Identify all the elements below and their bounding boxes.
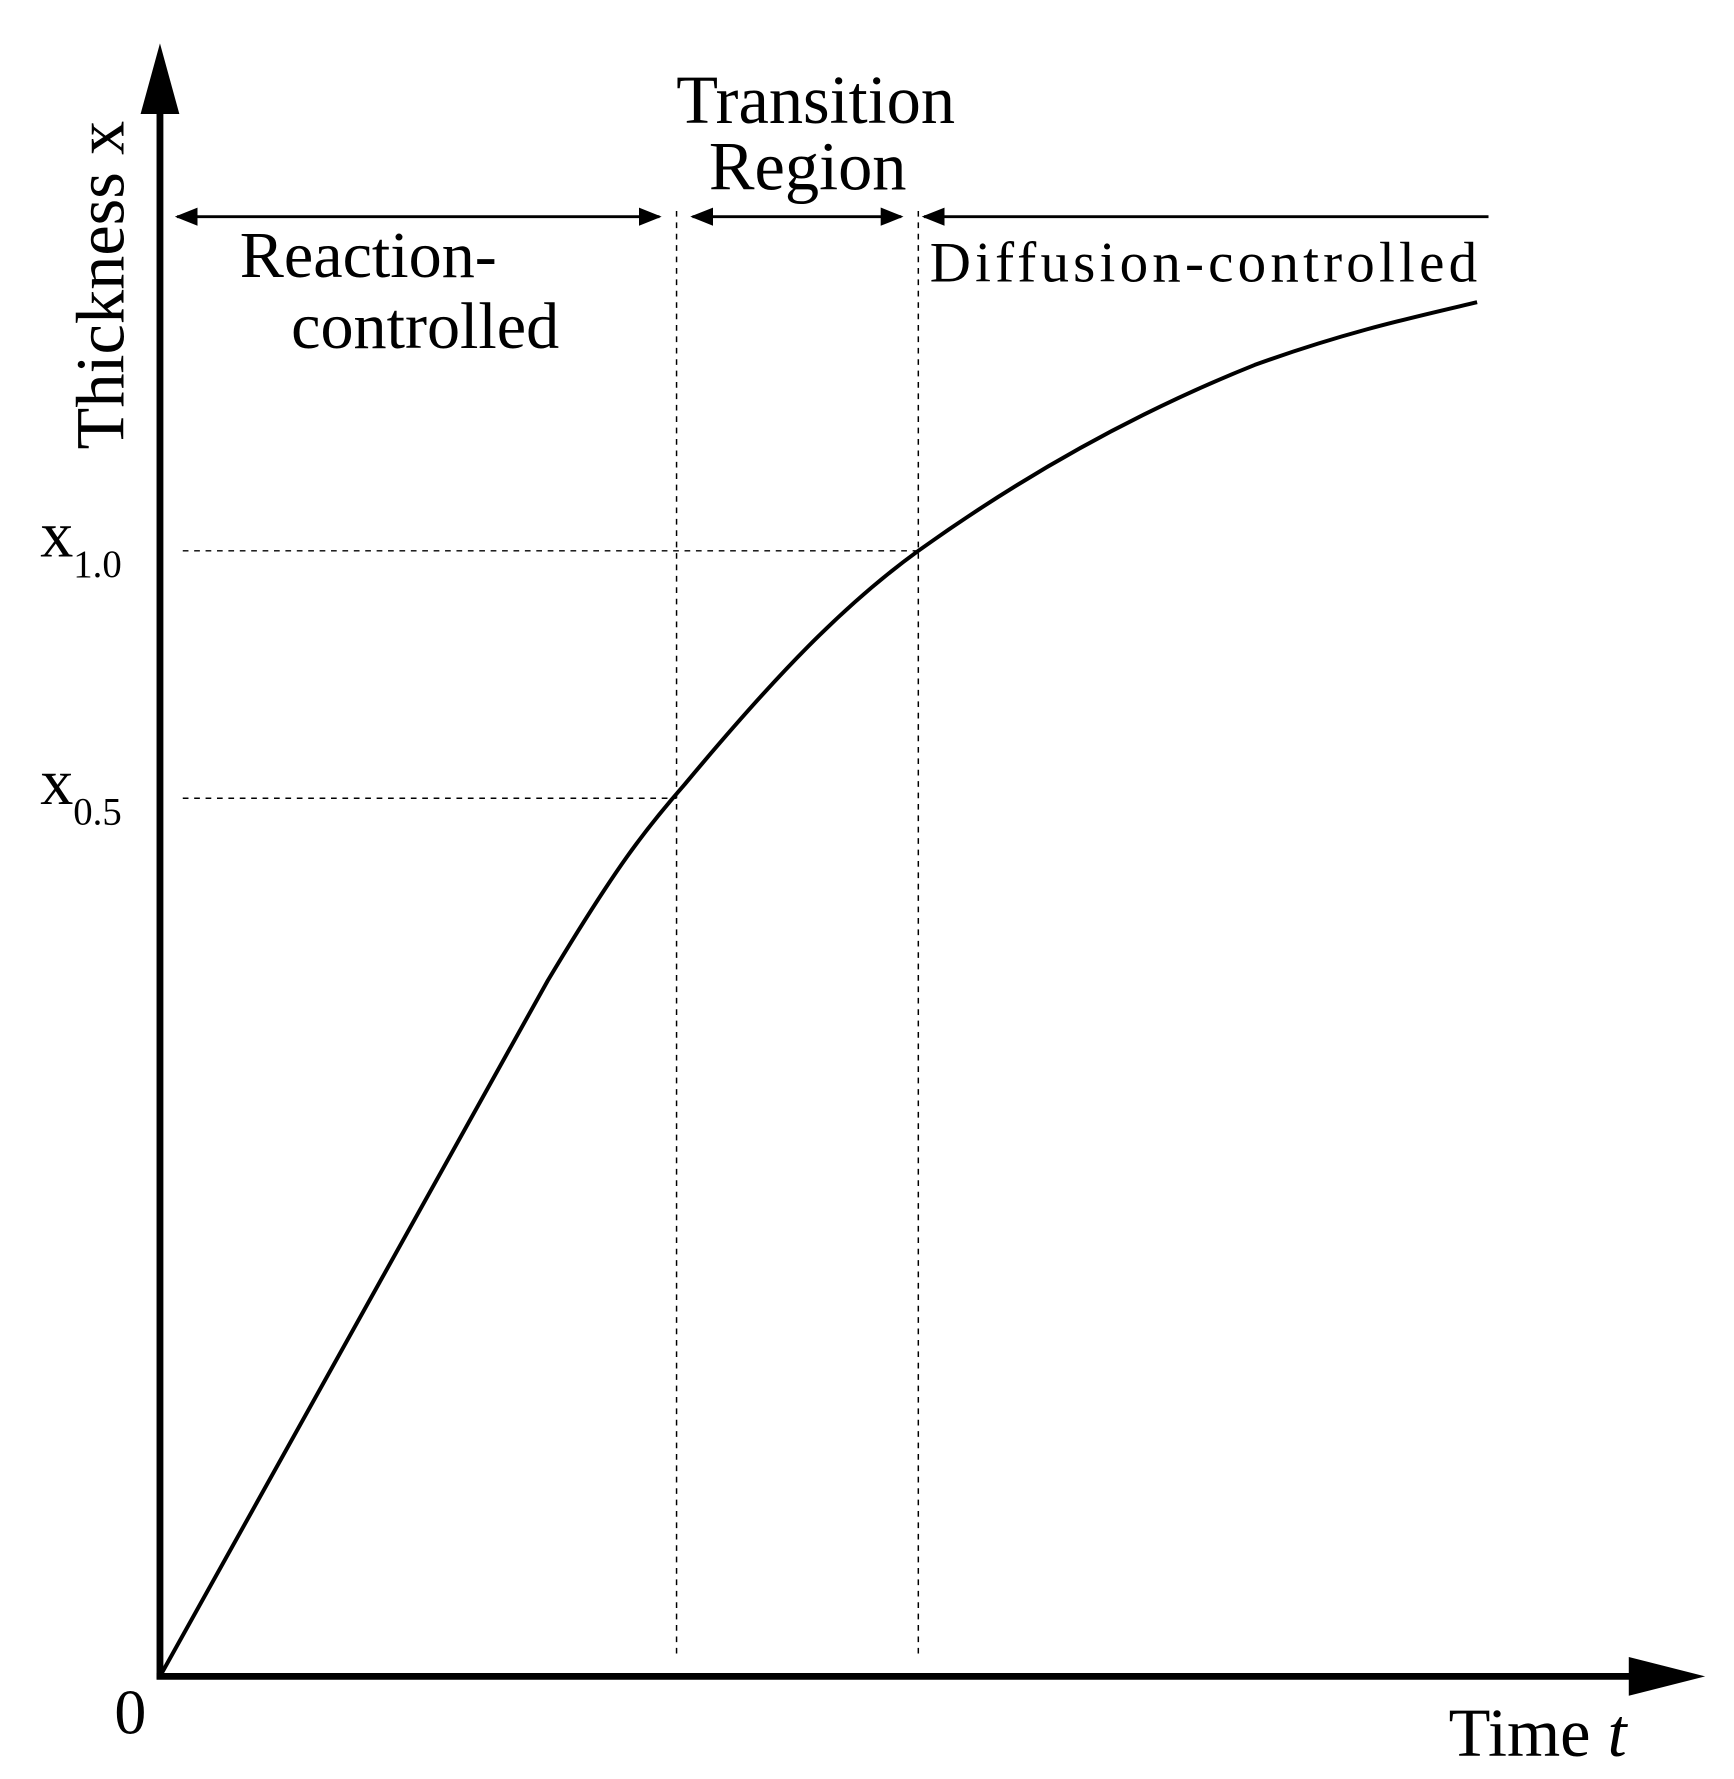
region-label: controlled [291,290,559,363]
mark-symbol: x [40,499,73,572]
x-axis-arrow [1628,1656,1706,1696]
growth-curve [158,300,1478,1678]
mark-subscript: 1.0 [73,543,121,586]
region-label: Transition [676,62,955,138]
mark-label: x1.0 [40,499,122,587]
y-axis-arrow [140,43,180,115]
region-label: Region [709,128,907,204]
mark-label: x0.5 [40,746,122,834]
mark-subscript: 0.5 [73,790,121,833]
y-axis-label: Thickness x [62,121,138,450]
axis-label-variable: x [62,121,138,155]
x-axis-label: Time t [1449,1695,1629,1771]
region-label: Diffusion-controlled [930,232,1477,295]
origin-label: 0 [114,1676,146,1747]
axis-label-variable: t [1608,1695,1629,1771]
axis-label-text: Time [1449,1695,1591,1771]
region-label: Reaction- [240,219,497,292]
mark-symbol: x [40,746,73,819]
axis-label-text: Thickness [62,172,138,449]
